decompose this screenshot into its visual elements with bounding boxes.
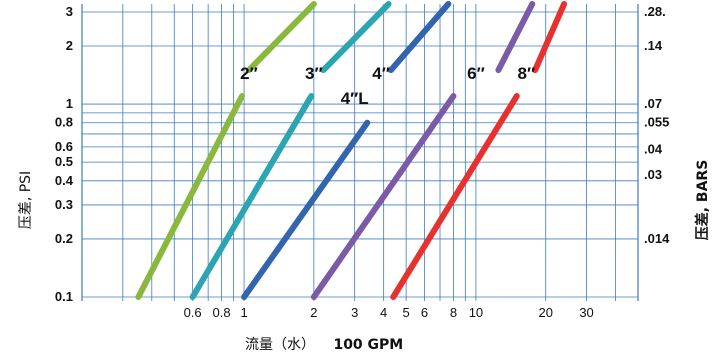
size-label: 4″L	[341, 89, 369, 108]
x-tick-label: 2	[310, 305, 317, 320]
y-tick-label: 2	[66, 38, 73, 53]
x-tick-label: 4	[380, 305, 387, 320]
x-tick-label: 0.8	[213, 305, 231, 320]
y-tick-label: 0.1	[55, 289, 73, 304]
series-segment	[310, 93, 457, 300]
x-tick-label: 1	[240, 305, 247, 320]
x-tick-label: 30	[579, 305, 593, 320]
y-tick-labels: 0.1 0.2 0.3 0.4 0.50.6 0.8 1 2 3	[55, 4, 74, 304]
y2-tick-label: .04	[644, 142, 663, 157]
size-label: 8″	[518, 64, 536, 83]
y2-tick-label: .014	[644, 231, 670, 246]
size-label: 3″	[305, 64, 323, 83]
y-tick-label: 0.8	[55, 115, 73, 130]
y-tick-label: 0.5	[55, 154, 73, 169]
grid	[82, 4, 639, 301]
size-labels: 2″ 3″ 4″4″L 6″ 8″	[240, 64, 535, 108]
size-label: 4″	[372, 64, 390, 83]
x-tick-label: 10	[469, 305, 483, 320]
y2-axis-label: 压差, BARS	[694, 160, 711, 241]
y-tick-label: 0.2	[55, 231, 73, 246]
x-tick-label: 6	[421, 305, 428, 320]
x-tick-labels: 0.6 0.8 1 2 3 4 5 6 8 10 20 30	[184, 305, 594, 320]
y-tick-label: 1	[66, 96, 73, 111]
series-segment	[189, 93, 315, 300]
y-axis-label: 压差, PSI	[18, 171, 34, 229]
x-axis-label: 流量（水） 100 GPM	[245, 337, 403, 353]
series-segment	[245, 1, 317, 74]
series-segment	[320, 1, 392, 74]
x-tick-label: 5	[403, 305, 410, 320]
y-tick-label: 0.3	[55, 197, 73, 212]
series-segment	[135, 93, 246, 300]
x-axis-label-unit: 100 GPM	[333, 337, 403, 353]
y-tick-label: 0.4	[55, 173, 74, 188]
series-lines	[135, 1, 568, 300]
y-tick-label: 0.6	[55, 139, 73, 154]
y2-tick-label: .28.	[644, 4, 666, 19]
y2-tick-label: .14	[644, 38, 663, 53]
y2-tick-label: .055	[644, 115, 669, 130]
x-tick-label: 3	[351, 305, 358, 320]
x-tick-label: 20	[538, 305, 552, 320]
series-segment	[495, 1, 536, 74]
plot-frame	[81, 4, 639, 301]
x-axis-label-prefix: 流量（水）	[245, 337, 315, 353]
size-label: 6″	[467, 64, 485, 83]
series-segment	[390, 93, 520, 300]
x-tick-label: 8	[450, 305, 457, 320]
series-segment	[387, 1, 452, 74]
x-tick-label: 0.6	[184, 305, 202, 320]
y2-tick-labels: .014 .03 .04 .055 .07 .14 .28.	[644, 4, 670, 246]
series-segment	[241, 119, 371, 300]
y2-tick-label: .07	[644, 96, 662, 111]
size-label: 2″	[240, 64, 258, 83]
y-tick-label: 3	[66, 4, 73, 19]
y2-tick-label: .03	[644, 167, 662, 182]
series-segment	[532, 1, 568, 74]
